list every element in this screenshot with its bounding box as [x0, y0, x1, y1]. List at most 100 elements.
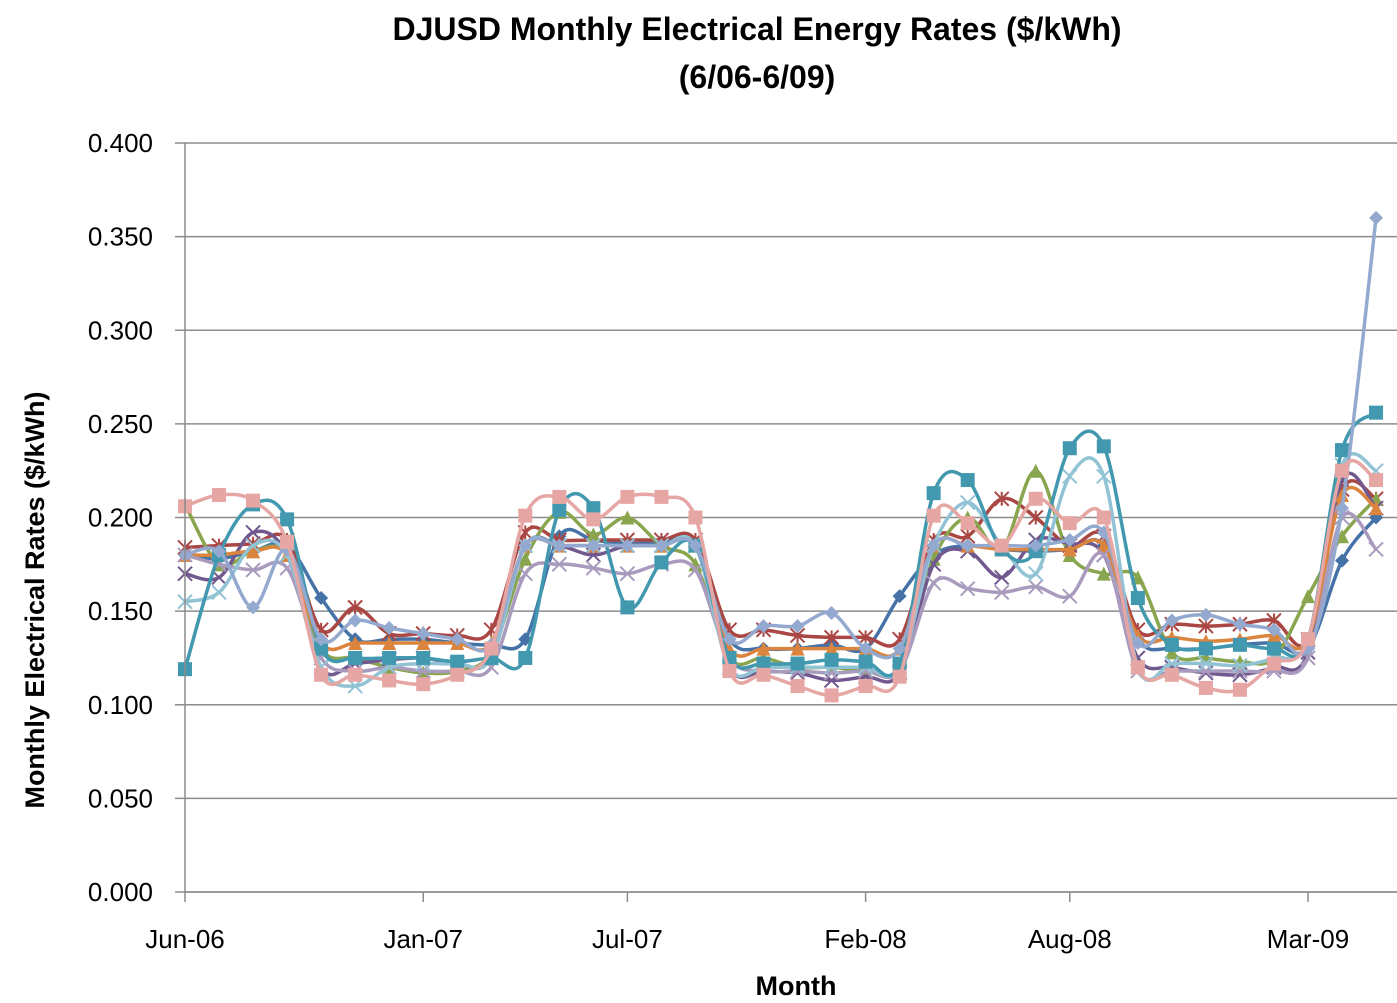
marker — [1164, 637, 1179, 652]
marker — [416, 665, 431, 680]
marker — [1096, 547, 1112, 563]
x-tick-label: Jun-06 — [145, 924, 225, 954]
marker — [824, 605, 839, 620]
marker — [212, 488, 227, 503]
marker — [687, 562, 704, 578]
x-axis-title: Month — [756, 971, 837, 1001]
marker — [450, 667, 465, 682]
marker — [858, 641, 873, 656]
marker — [347, 599, 363, 616]
marker — [1369, 501, 1384, 516]
marker — [1266, 656, 1281, 671]
marker — [1164, 667, 1179, 682]
marker — [790, 656, 805, 671]
marker — [348, 613, 363, 628]
marker — [1028, 538, 1043, 553]
marker — [1232, 657, 1248, 674]
marker — [620, 510, 635, 525]
marker — [314, 632, 329, 647]
marker — [517, 565, 534, 582]
marker — [1198, 663, 1214, 679]
marker — [823, 672, 840, 689]
series — [178, 459, 1384, 703]
line — [183, 411, 1378, 678]
marker — [1232, 637, 1247, 652]
marker — [518, 508, 533, 523]
marker — [654, 489, 669, 504]
marker — [858, 679, 873, 694]
marker — [1164, 645, 1179, 660]
marker — [620, 489, 635, 504]
marker — [382, 673, 397, 688]
marker — [960, 473, 975, 488]
marker — [245, 562, 261, 578]
marker — [416, 650, 431, 665]
marker — [1335, 553, 1350, 568]
marker — [824, 652, 839, 667]
y-axis-title: Monthly Electrical Rates ($/kWh) — [20, 391, 50, 808]
marker — [926, 508, 941, 523]
marker — [586, 538, 601, 553]
marker — [1198, 641, 1213, 656]
marker — [1062, 441, 1077, 456]
y-tick-label: 0.150 — [88, 596, 153, 626]
marker — [756, 619, 771, 634]
marker — [790, 619, 805, 634]
x-tick-label: Jul-07 — [592, 924, 663, 954]
series-group — [177, 210, 1384, 703]
grid — [185, 142, 1397, 893]
marker — [756, 656, 771, 671]
x-tick-label: Feb-08 — [824, 924, 906, 954]
marker — [994, 538, 1009, 553]
marker — [688, 538, 703, 553]
marker — [212, 544, 227, 559]
marker — [382, 620, 397, 635]
marker — [1096, 566, 1111, 581]
marker — [1028, 463, 1043, 478]
line — [183, 468, 1378, 679]
line — [184, 452, 1377, 688]
marker — [959, 494, 976, 511]
marker — [1300, 632, 1315, 647]
marker — [790, 641, 805, 656]
y-tick-label: 0.250 — [88, 409, 153, 439]
marker — [994, 569, 1010, 586]
marker — [552, 538, 567, 553]
marker — [1130, 635, 1145, 650]
line — [184, 511, 1378, 682]
chart-title: DJUSD Monthly Electrical Energy Rates ($… — [392, 11, 1121, 47]
marker — [722, 632, 737, 647]
series — [178, 405, 1384, 678]
marker — [280, 534, 295, 549]
marker — [654, 555, 669, 570]
marker — [314, 641, 329, 656]
marker — [1096, 510, 1111, 525]
marker — [1300, 589, 1315, 604]
marker — [416, 626, 431, 641]
marker — [1198, 655, 1214, 672]
y-tick-label: 0.000 — [88, 877, 153, 907]
marker — [1028, 491, 1043, 506]
marker — [1266, 641, 1281, 656]
marker — [551, 556, 568, 573]
marker — [892, 589, 907, 604]
y-tick-label: 0.300 — [88, 315, 153, 345]
marker — [824, 641, 839, 656]
axes: 0.000 0.050 0.100 0.150 0.200 0.250 0.300 0.350… — [88, 128, 1397, 954]
marker — [416, 635, 431, 650]
marker — [994, 584, 1010, 601]
y-tick-label: 0.050 — [88, 783, 153, 813]
marker — [211, 584, 227, 601]
marker — [1130, 591, 1145, 606]
marker — [892, 669, 907, 684]
marker — [348, 635, 363, 650]
marker — [756, 641, 771, 656]
marker — [1062, 542, 1077, 557]
x-tick-label: Mar-09 — [1267, 924, 1349, 954]
marker — [246, 600, 261, 615]
marker — [1062, 588, 1078, 604]
marker — [1335, 463, 1350, 478]
marker — [245, 524, 261, 541]
marker — [314, 667, 329, 682]
marker — [348, 650, 363, 665]
